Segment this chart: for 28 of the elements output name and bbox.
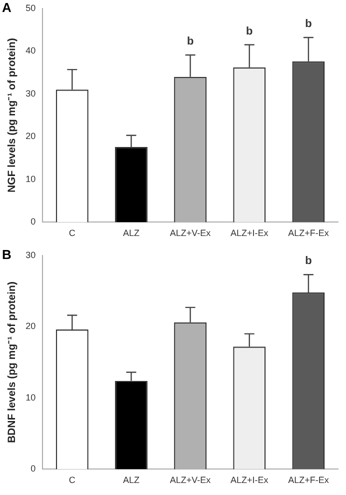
y-tick-label: 0 — [30, 216, 36, 227]
y-axis-title: NGF levels (pg mg⁻¹ of protein) — [6, 38, 18, 193]
y-tick-label: 20 — [26, 321, 36, 332]
chart-title: A — [2, 0, 12, 16]
x-tick-label: ALZ+F-Ex — [288, 228, 330, 238]
x-tick-label: ALZ+F-Ex — [288, 475, 330, 486]
x-tick-label: ALZ+V-Ex — [170, 228, 212, 238]
annotation: b — [246, 25, 254, 38]
chart-title: B — [2, 247, 12, 262]
annotation: b — [186, 36, 194, 48]
y-tick-label: 50 — [26, 2, 36, 13]
y-tick-label: 40 — [26, 46, 36, 56]
x-tick-label: ALZ+I-Ex — [230, 475, 269, 486]
x-tick-label: ALZ+I-Ex — [230, 228, 269, 238]
x-tick-label: ALZ+V-Ex — [170, 475, 212, 486]
y-tick-label: 30 — [26, 88, 36, 98]
x-tick-label: ALZ — [122, 475, 140, 486]
x-tick-label: C — [68, 475, 76, 486]
x-tick-label: C — [68, 228, 76, 238]
y-tick-label: 10 — [26, 174, 36, 184]
annotation: b — [305, 18, 312, 30]
x-tick-label: ALZ — [122, 228, 140, 238]
y-tick-label: 0 — [30, 464, 36, 474]
y-tick-label: 30 — [26, 250, 36, 260]
y-axis-title: BDNF levels (pg mg⁻¹ of protein) — [6, 282, 18, 444]
annotation: b — [305, 255, 312, 268]
y-tick-label: 10 — [26, 392, 36, 402]
y-tick-label: 20 — [26, 131, 36, 142]
